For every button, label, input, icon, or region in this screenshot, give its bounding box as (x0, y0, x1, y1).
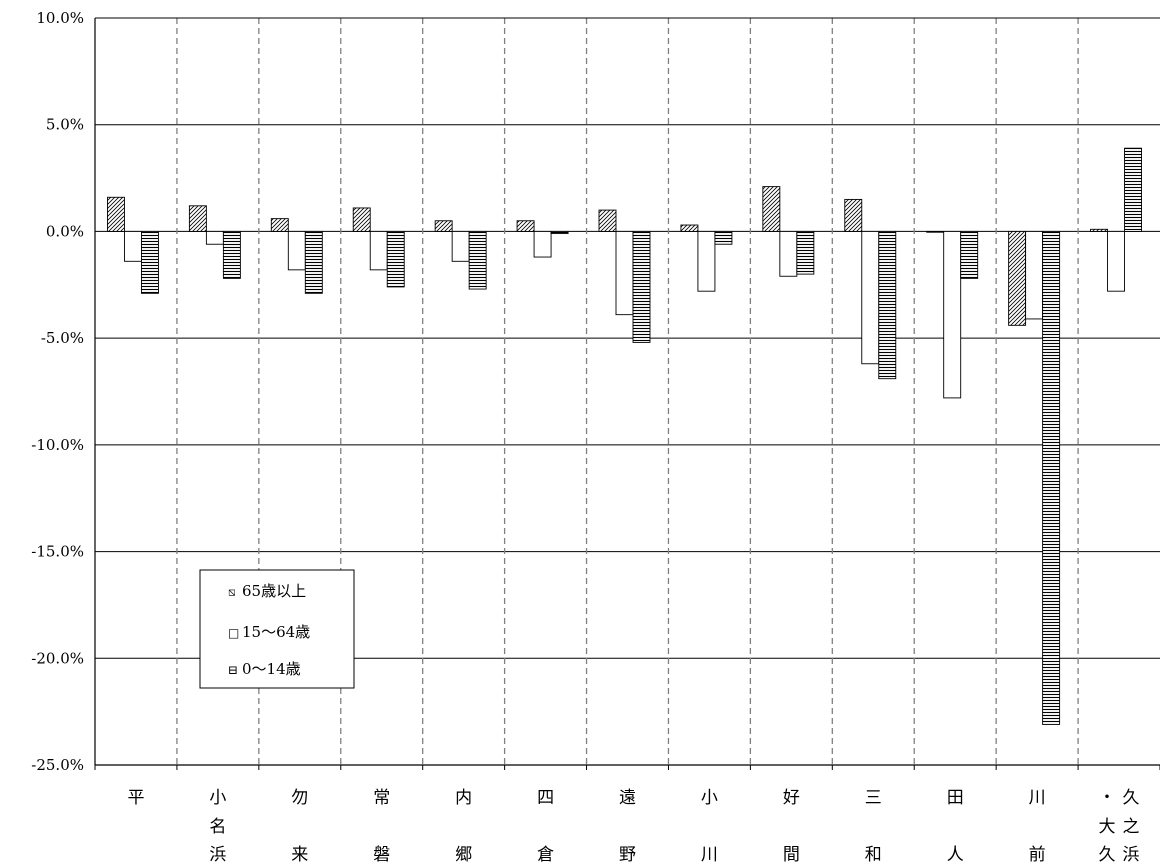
bar (270, 218, 289, 232)
bar (796, 230, 815, 275)
bar (844, 198, 863, 232)
bar (714, 230, 733, 245)
legend-box (199, 569, 355, 689)
y-tick-label: -25.0% (31, 756, 84, 774)
bar (1090, 228, 1108, 232)
bar (779, 230, 798, 277)
x-category-label: 田 (947, 788, 964, 808)
x-category-label: 久 (1099, 845, 1116, 864)
legend: ⧅ 65歳以上 □ 15〜64歳 ⊟ 0〜14歳 (199, 569, 355, 689)
bar (632, 230, 651, 343)
x-category-labels: 平小名浜勿来常磐内郷四倉遠野小川好間三和田人川前・大久久之浜 (127, 788, 1140, 865)
x-category-label: 前 (1029, 845, 1046, 864)
bar (451, 230, 470, 262)
x-category-label: 名 (209, 817, 226, 837)
y-tick-labels: 10.0% 5.0% 0.0% -5.0% -10.0% -15.0% -20.0% -25.… (31, 9, 84, 774)
y-tick-label: 0.0% (46, 222, 84, 240)
bar (697, 230, 716, 292)
bar (762, 186, 781, 232)
legend-marker-icon: ⧅ (227, 585, 236, 599)
x-category-label: 好 (783, 788, 800, 808)
bar (222, 230, 241, 279)
x-category-label: 野 (619, 845, 636, 864)
x-category-label: 勿 (291, 788, 308, 808)
bar (304, 230, 323, 294)
y-tick-label: 10.0% (36, 9, 84, 27)
x-category-label: 久 (1123, 788, 1140, 808)
y-tick-label: -15.0% (31, 543, 84, 561)
x-category-label: 小 (209, 788, 226, 808)
bar (1042, 230, 1061, 725)
legend-label: 15〜64歳 (242, 623, 310, 641)
bar (943, 230, 962, 399)
x-category-label: 倉 (537, 845, 554, 864)
x-category-label: 郷 (455, 845, 472, 864)
bar (615, 230, 634, 316)
legend-label: 0〜14歳 (242, 660, 301, 678)
bar (205, 230, 224, 245)
y-tick-label: -10.0% (31, 436, 84, 454)
bar (550, 230, 569, 235)
bar (680, 224, 699, 232)
x-category-label: 大 (1099, 817, 1116, 837)
x-category-label: 四 (537, 788, 554, 808)
x-category-label: 常 (373, 788, 390, 808)
bar (434, 220, 453, 232)
x-category-label: 浜 (1123, 845, 1140, 864)
bars (107, 147, 1142, 725)
legend-label: 65歳以上 (242, 582, 306, 600)
category-dividers (176, 18, 1079, 765)
legend-marker-icon: □ (228, 626, 239, 640)
bar (1107, 230, 1125, 292)
axes (94, 17, 1160, 770)
x-category-label: 三 (865, 788, 882, 808)
bar (861, 230, 880, 365)
x-category-label: 川 (1029, 788, 1046, 808)
bar (141, 230, 159, 294)
x-category-label: 平 (127, 788, 144, 808)
x-category-label: 之 (1123, 817, 1140, 837)
bar (107, 196, 125, 232)
bar (1124, 147, 1142, 232)
x-category-label: 間 (783, 845, 800, 864)
legend-marker-icon: ⊟ (228, 663, 238, 677)
x-category-label: 遠 (619, 788, 636, 808)
x-category-label: 浜 (209, 845, 226, 864)
bar (960, 230, 979, 279)
x-category-label: 内 (455, 788, 472, 808)
bar (386, 230, 405, 288)
bar (516, 220, 535, 232)
y-tick-label: -5.0% (41, 329, 84, 347)
bar (926, 230, 945, 233)
bar (1008, 230, 1027, 326)
x-category-label: 磐 (373, 845, 390, 864)
bar (533, 230, 552, 258)
x-category-label: ・ (1099, 788, 1116, 808)
bar (369, 230, 388, 271)
bar (878, 230, 897, 380)
bar (188, 205, 207, 232)
bar (352, 207, 371, 232)
x-category-label: 来 (291, 845, 308, 864)
bar (468, 230, 487, 290)
bar (598, 209, 617, 232)
bar (287, 230, 306, 271)
bar (1025, 230, 1044, 320)
x-category-label: 川 (701, 845, 718, 864)
x-category-label: 人 (947, 845, 964, 864)
x-category-label: 小 (701, 788, 718, 808)
x-category-label: 和 (865, 845, 882, 864)
y-tick-label: 5.0% (46, 116, 84, 134)
y-tick-label: -20.0% (31, 649, 84, 667)
bar (124, 230, 142, 262)
